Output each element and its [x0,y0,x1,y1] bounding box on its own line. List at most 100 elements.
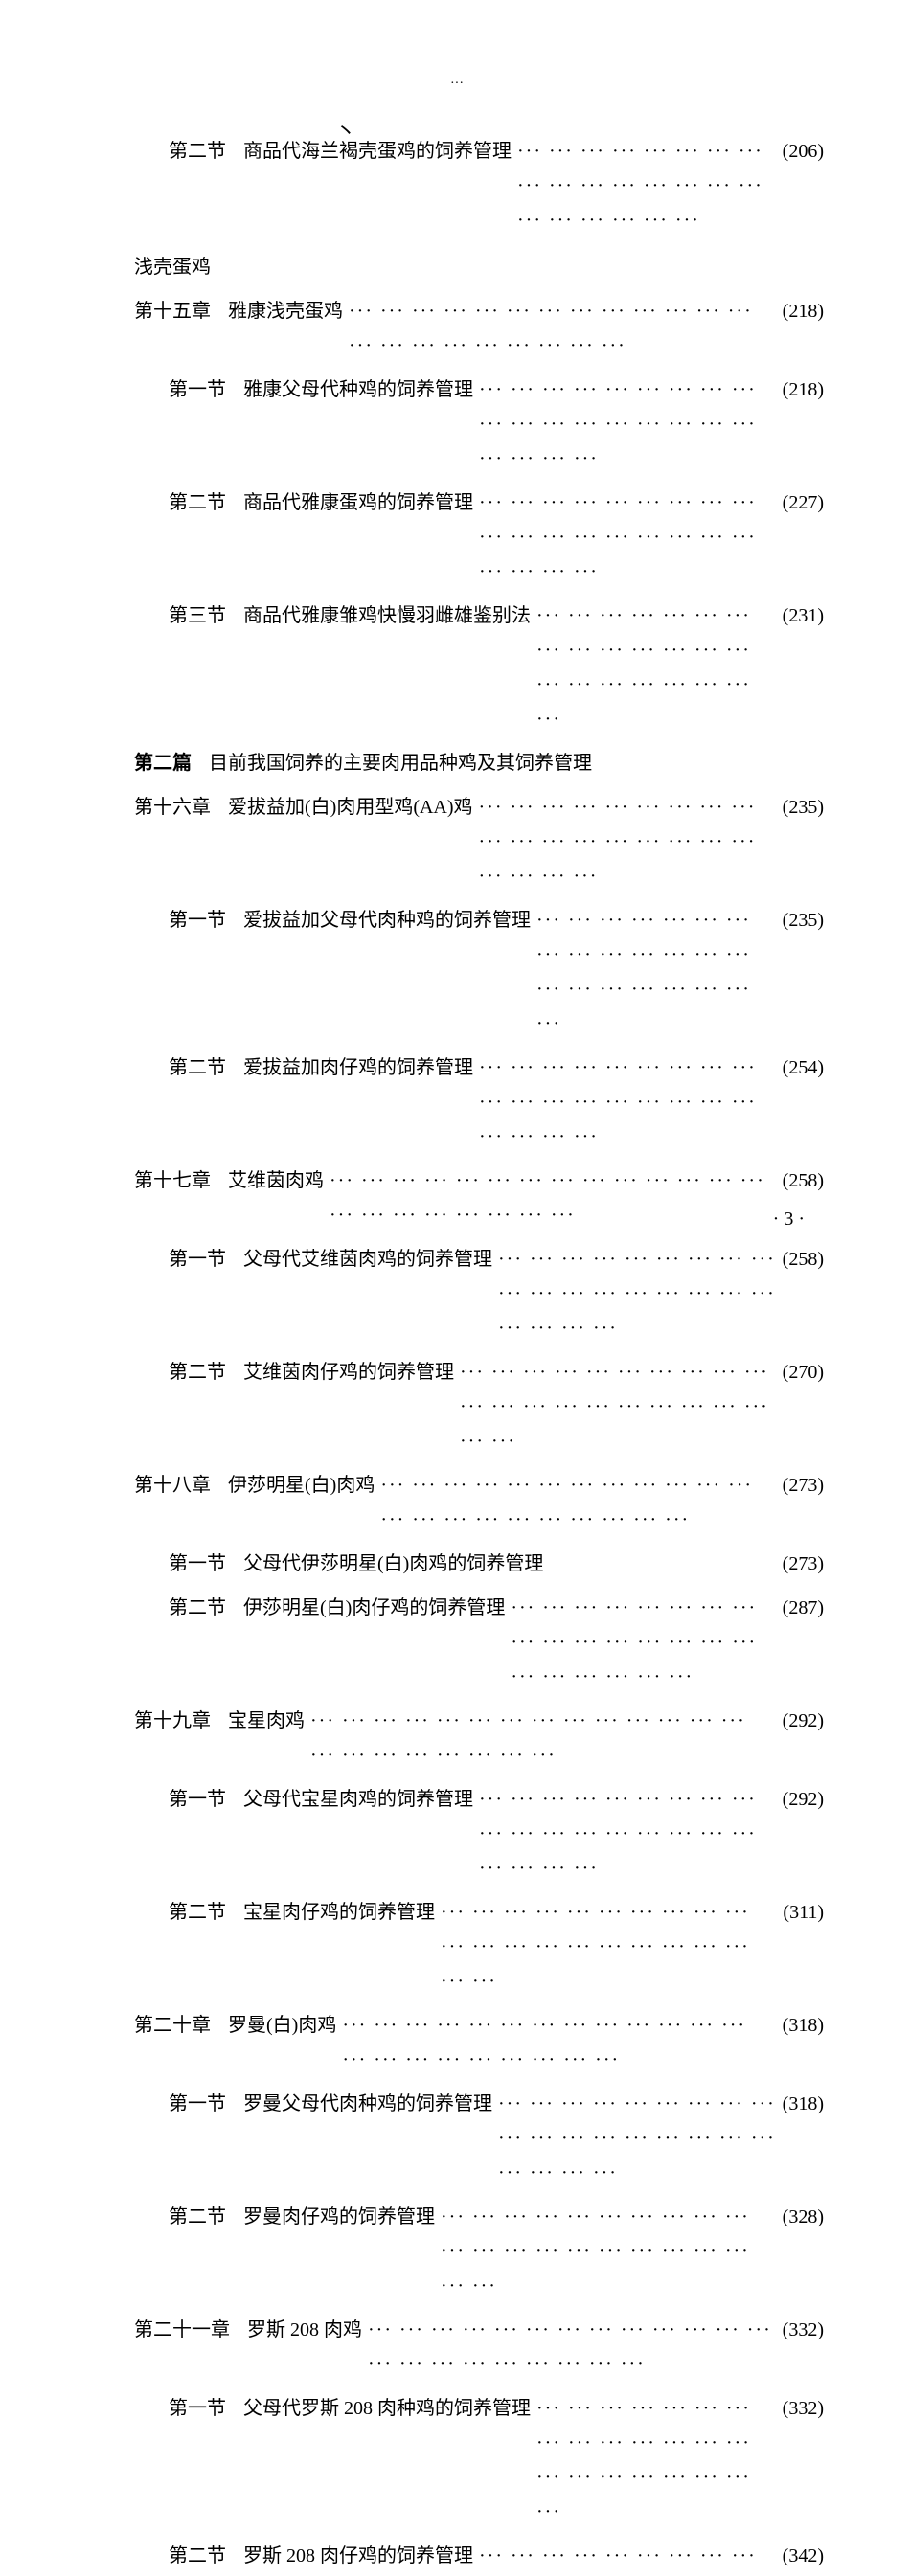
toc-page: (318) [783,2087,824,2121]
toc-title: 父母代伊莎明星(白)肉鸡的饲养管理 [243,1547,543,1581]
toc-page: (328) [783,2200,824,2234]
toc-label: 第十六章 [134,790,211,825]
toc-leader-dots: ··· ··· ··· ··· ··· ··· ··· ··· ··· ··· … [498,1242,777,1345]
toc-leader-dots: ··· ··· ··· ··· ··· ··· ··· ··· ··· ··· … [479,790,777,893]
toc-leader-dots: ··· ··· ··· ··· ··· ··· ··· ··· ··· ··· … [498,2087,777,2190]
toc-entry: 第三节商品代雅康雏鸡快慢羽雌雄鉴别法··· ··· ··· ··· ··· ··… [134,599,824,736]
toc-label: 第一节 [134,373,226,407]
toc-entry: 第一节雅康父母代种鸡的饲养管理··· ··· ··· ··· ··· ··· ·… [134,373,824,476]
toc-entry: 第二节商品代海兰褐壳蛋鸡的饲养管理··· ··· ··· ··· ··· ···… [134,134,824,237]
toc-page: (332) [783,2391,824,2426]
toc-entry: 第二十一章罗斯 208 肉鸡··· ··· ··· ··· ··· ··· ··… [134,2313,824,2382]
toc-page: (227) [783,486,824,520]
toc-entry: 第一节罗曼父母代肉种鸡的饲养管理··· ··· ··· ··· ··· ··· … [134,2087,824,2190]
toc-title: 罗曼肉仔鸡的饲养管理 [243,2200,435,2234]
toc-title: 伊莎明星(白)肉仔鸡的饲养管理 [243,1591,505,1625]
toc-leader-dots: ··· ··· ··· ··· ··· ··· ··· ··· ··· ··· … [536,599,777,736]
toc-leader-dots: ··· ··· ··· ··· ··· ··· ··· ··· ··· ··· … [441,1895,777,1999]
toc-title: 罗斯 208 肉仔鸡的饲养管理 [243,2539,473,2573]
toc-title: 伊莎明星(白)肉鸡 [228,1468,375,1503]
stray-mark: 丶 [335,115,356,146]
toc-title: 罗斯 208 肉鸡 [247,2313,362,2347]
toc-entry: 第一节父母代宝星肉鸡的饲养管理··· ··· ··· ··· ··· ··· ·… [134,1782,824,1886]
toc-entry: 第十八章伊莎明星(白)肉鸡··· ··· ··· ··· ··· ··· ···… [134,1468,824,1537]
toc-entry: 第二节爱拔益加肉仔鸡的饲养管理··· ··· ··· ··· ··· ··· ·… [134,1051,824,1154]
toc-entry: 第十六章爱拔益加(白)肉用型鸡(AA)鸡··· ··· ··· ··· ··· … [134,790,824,893]
toc-leader-dots: ··· ··· ··· ··· ··· ··· ··· ··· ··· ··· … [310,1704,777,1773]
toc-entry: 第二篇目前我国饲养的主要肉用品种鸡及其饲养管理 [134,746,824,780]
toc-title: 罗曼(白)肉鸡 [228,2008,336,2043]
toc-leader-dots: ··· ··· ··· ··· ··· ··· ··· ··· ··· ··· … [349,294,777,363]
toc-leader-dots: ··· ··· ··· ··· ··· ··· ··· ··· ··· ··· … [479,1782,777,1886]
toc-leader-dots: ··· ··· ··· ··· ··· ··· ··· ··· ··· ··· … [441,2200,777,2303]
toc-entry: 第十九章宝星肉鸡··· ··· ··· ··· ··· ··· ··· ··· … [134,1704,824,1773]
toc-title: 商品代雅康雏鸡快慢羽雌雄鉴别法 [243,599,531,633]
toc-leader-dots: ··· ··· ··· ··· ··· ··· ··· ··· ··· ··· … [380,1468,776,1537]
toc-title: 艾维茵肉鸡 [228,1164,324,1198]
toc-entry: 第一节爱拔益加父母代肉种鸡的饲养管理··· ··· ··· ··· ··· ··… [134,903,824,1041]
toc-label: 第十八章 [134,1468,211,1503]
toc-entry: 第十五章雅康浅壳蛋鸡··· ··· ··· ··· ··· ··· ··· ··… [134,294,824,363]
toc-page: (254) [783,1051,824,1085]
toc-page: (292) [783,1704,824,1738]
toc-leader-dots: ··· ··· ··· ··· ··· ··· ··· ··· ··· ··· … [536,903,777,1041]
toc-label: 第二节 [134,1591,226,1625]
toc-title: 爱拔益加(白)肉用型鸡(AA)鸡 [228,790,473,825]
toc-label: 第二节 [134,486,226,520]
toc-label: 第二节 [134,134,226,169]
toc-title: 宝星肉仔鸡的饲养管理 [243,1895,435,1930]
toc-page: (318) [783,2008,824,2043]
toc-entry: 第一节父母代罗斯 208 肉种鸡的饲养管理··· ··· ··· ··· ···… [134,2391,824,2529]
toc-title: 爱拔益加肉仔鸡的饲养管理 [243,1051,473,1085]
toc-page: (235) [783,903,824,938]
toc-page: (287) [783,1591,824,1625]
toc-label: 第一节 [134,1242,226,1277]
toc-page: (218) [783,373,824,407]
toc-title: 父母代罗斯 208 肉种鸡的饲养管理 [243,2391,531,2426]
toc-title: 目前我国饲养的主要肉用品种鸡及其饲养管理 [209,746,592,780]
toc-leader-dots: ··· ··· ··· ··· ··· ··· ··· ··· ··· ··· … [511,1591,776,1694]
toc-title: 爱拔益加父母代肉种鸡的饲养管理 [243,903,531,938]
toc-leader-dots: ··· ··· ··· ··· ··· ··· ··· ··· ··· ··· … [479,373,777,476]
toc-leader-dots: ··· ··· ··· ··· ··· ··· ··· ··· ··· ··· … [460,1355,777,1458]
toc-category: 浅壳蛋鸡 [134,251,824,279]
toc-entry: 第二节商品代雅康蛋鸡的饲养管理··· ··· ··· ··· ··· ··· ·… [134,486,824,589]
toc-label: 第二十一章 [134,2313,230,2347]
smudge-mark: ··· [450,77,464,92]
toc-label: 第二篇 [134,746,192,780]
toc-entry: 第一节父母代伊莎明星(白)肉鸡的饲养管理 (273) [134,1547,824,1581]
page-number: · 3 · [773,1209,805,1231]
toc-label: 第一节 [134,2087,226,2121]
toc-title: 父母代宝星肉鸡的饲养管理 [243,1782,473,1817]
toc-page: (292) [783,1782,824,1817]
toc-title: 商品代雅康蛋鸡的饲养管理 [243,486,473,520]
toc-entry: 第二节宝星肉仔鸡的饲养管理··· ··· ··· ··· ··· ··· ···… [134,1895,824,1999]
toc-title: 罗曼父母代肉种鸡的饲养管理 [243,2087,492,2121]
toc-label: 第十五章 [134,294,211,328]
toc-title: 艾维茵肉仔鸡的饲养管理 [243,1355,454,1390]
toc-entry: 第十七章艾维茵肉鸡··· ··· ··· ··· ··· ··· ··· ···… [134,1164,824,1232]
toc-page: (231) [783,599,824,633]
toc-entry: 第一节父母代艾维茵肉鸡的饲养管理··· ··· ··· ··· ··· ··· … [134,1242,824,1345]
toc-leader-dots: ··· ··· ··· ··· ··· ··· ··· ··· ··· ··· … [536,2391,777,2529]
toc-page: (258) [783,1242,824,1277]
toc-page: (258) [783,1164,824,1198]
toc-title: 商品代海兰褐壳蛋鸡的饲养管理 [243,134,512,169]
toc-leader-dots: ··· ··· ··· ··· ··· ··· ··· ··· ··· ··· … [368,2313,777,2382]
toc-page: (235) [783,790,824,825]
toc-leader-dots: ··· ··· ··· ··· ··· ··· ··· ··· ··· ··· … [517,134,777,237]
toc-page: (332) [783,2313,824,2347]
toc-label: 第一节 [134,903,226,938]
toc-entry: 第二节罗斯 208 肉仔鸡的饲养管理··· ··· ··· ··· ··· ··… [134,2539,824,2576]
toc-page: (273) [783,1468,824,1503]
toc-label: 第一节 [134,1547,226,1581]
toc-label: 第一节 [134,2391,226,2426]
toc-leader-dots: ··· ··· ··· ··· ··· ··· ··· ··· ··· ··· … [479,2539,777,2576]
toc-page: (311) [783,1895,824,1930]
toc-title: 雅康父母代种鸡的饲养管理 [243,373,473,407]
toc-page: (342) [783,2539,824,2573]
toc-label: 第二节 [134,2200,226,2234]
toc-label: 第三节 [134,599,226,633]
toc-label: 第二节 [134,1355,226,1390]
toc-page: (218) [783,294,824,328]
